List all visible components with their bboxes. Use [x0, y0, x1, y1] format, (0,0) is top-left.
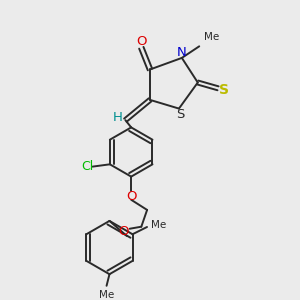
Text: Cl: Cl	[81, 160, 93, 173]
Text: O: O	[118, 225, 129, 238]
Text: H: H	[112, 111, 122, 124]
Text: Me: Me	[204, 32, 219, 42]
Text: O: O	[136, 35, 147, 48]
Text: Me: Me	[152, 220, 166, 230]
Text: Me: Me	[99, 290, 114, 300]
Text: S: S	[176, 108, 184, 122]
Text: O: O	[126, 190, 136, 203]
Text: S: S	[219, 83, 230, 97]
Text: N: N	[177, 46, 187, 59]
